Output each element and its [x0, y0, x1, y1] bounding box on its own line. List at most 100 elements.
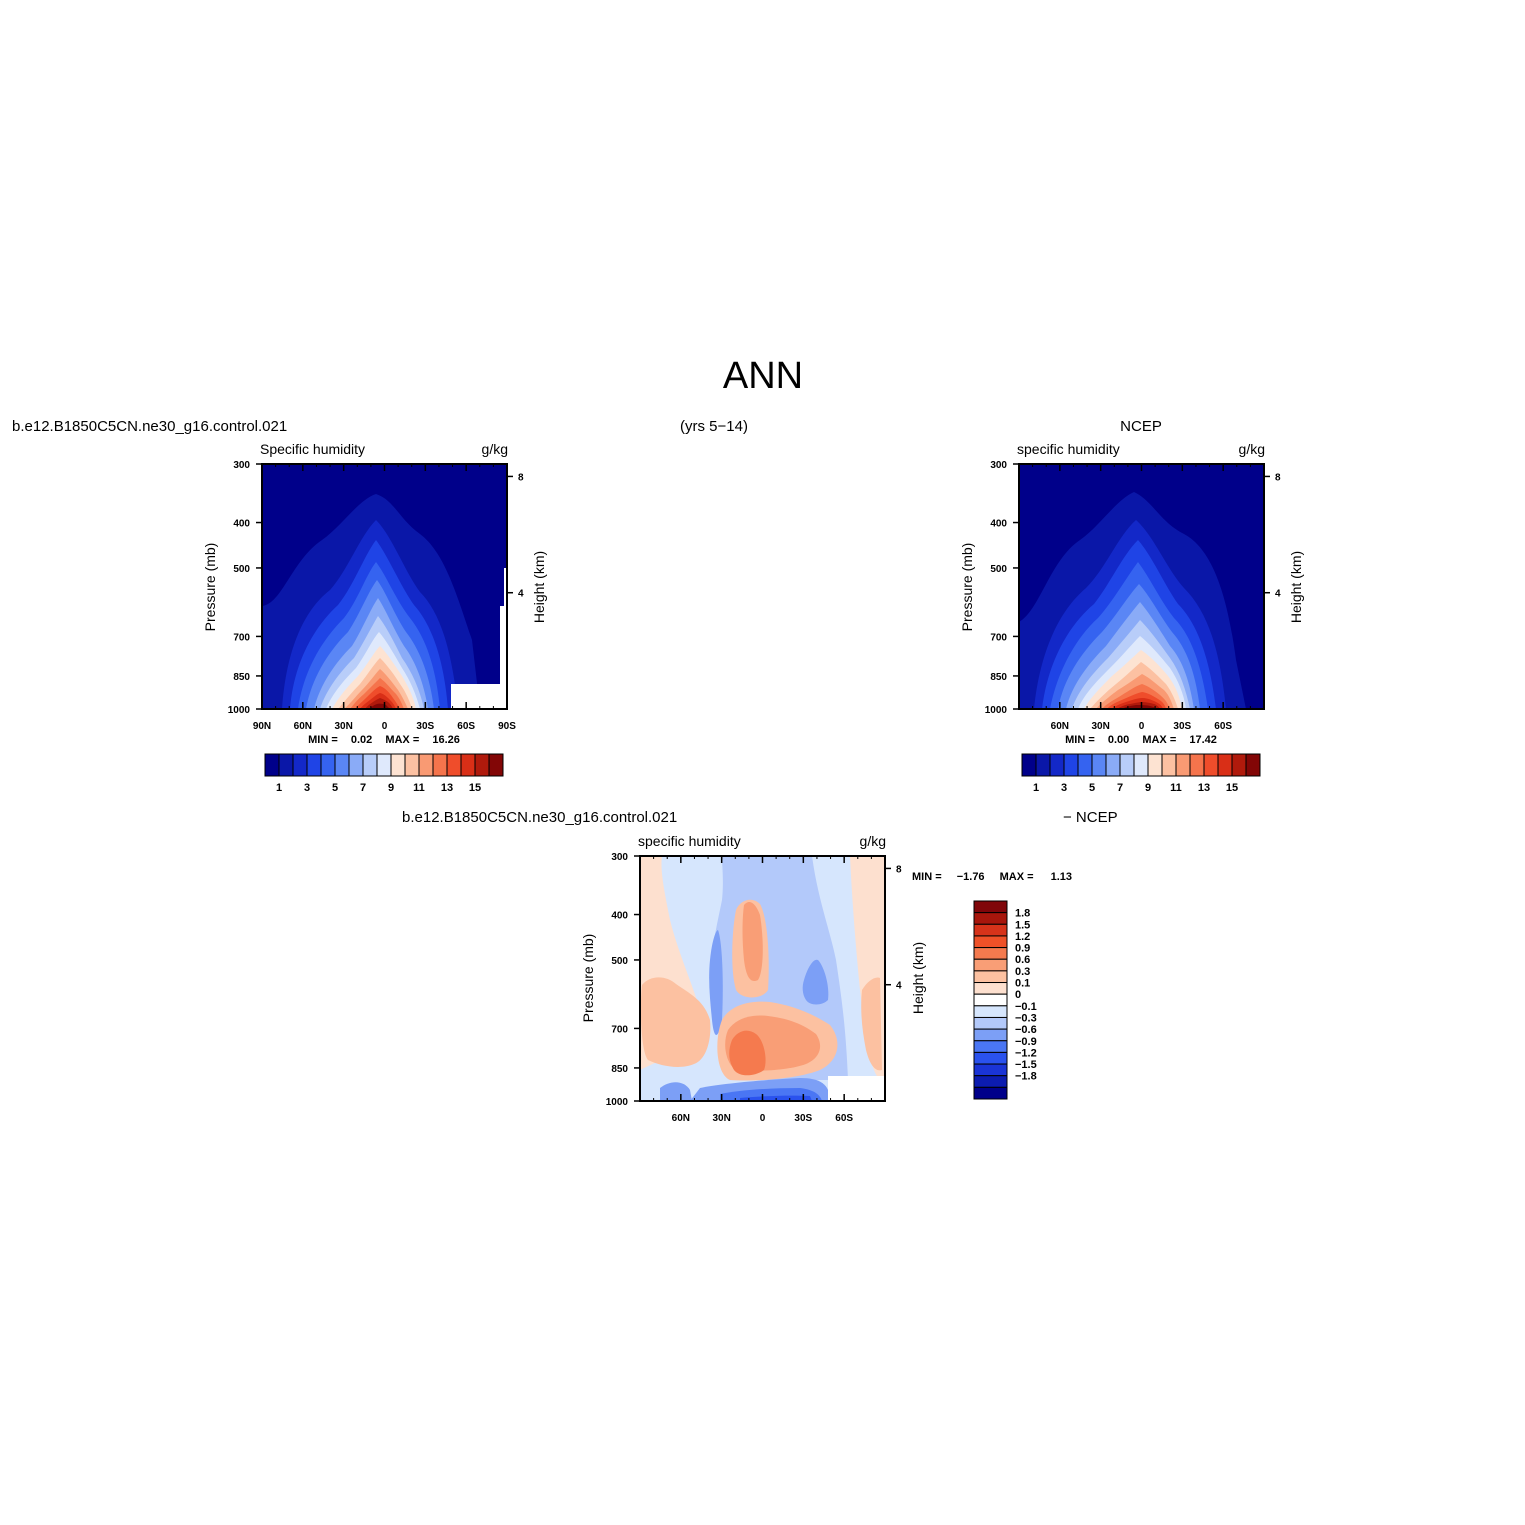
diff-colorbar-box [973, 912, 1008, 925]
obs-colorbar-box [1217, 753, 1233, 777]
diff-contour-warm-5 [729, 1030, 766, 1076]
obs-y-tick-label: 850 [990, 672, 1007, 683]
obs-colorbar-box [1245, 753, 1261, 777]
obs-plot-title: specific humidity [1017, 441, 1120, 457]
model-colorbar-box [320, 753, 336, 777]
diff-colorbar-label: 0.3 [1015, 966, 1030, 978]
diff-y-tick-label: 300 [611, 852, 628, 863]
model-plot-title: Specific humidity [260, 441, 365, 457]
diff-colorbar-box [973, 993, 1008, 1007]
obs-colorbar-box [1203, 753, 1219, 777]
obs-x-tick-label: 0 [1139, 721, 1145, 732]
obs-colorbar-box [1021, 753, 1037, 777]
obs-y-tick-label: 400 [990, 519, 1007, 530]
obs-max-label: MAX = [1142, 734, 1176, 746]
model-colorbar-box [376, 753, 392, 777]
obs-y-tick-label: 500 [990, 564, 1007, 575]
diff-contour-blue-1 [709, 930, 723, 1035]
diff-y2-tick-label: 4 [896, 981, 902, 992]
diff-x-tick-label: 0 [760, 1113, 766, 1124]
diff-colorbar-box [973, 970, 1008, 984]
diff-colorbar-label: 0.6 [1015, 954, 1030, 966]
model-colorbar-label: 7 [360, 782, 366, 794]
model-colorbar-label: 15 [469, 782, 481, 794]
diff-colorbar-box [973, 935, 1008, 949]
years-label: (yrs 5−14) [680, 418, 748, 435]
model-plot-units: g/kg [482, 441, 508, 457]
obs-colorbar: 1 3 5 7 9 11 13 15 [1021, 753, 1261, 794]
diff-colorbar-label: 0.9 [1015, 943, 1030, 955]
model-x-tick-label: 60S [457, 721, 475, 732]
obs-stats: MIN = 0.00 MAX = 17.42 [1065, 734, 1217, 746]
diff-colorbar-box [973, 923, 1008, 937]
obs-y-tick-label: 700 [990, 632, 1007, 643]
model-colorbar-box [278, 753, 294, 777]
obs-colorbar-box [1175, 753, 1191, 777]
diff-y-tick-label: 400 [611, 911, 628, 922]
diff-colorbar-label: 0 [1015, 989, 1021, 1001]
model-y-tick-label: 850 [233, 672, 250, 683]
obs-contours [1019, 464, 1264, 709]
obs-y2-tick-label: 8 [1275, 472, 1281, 483]
obs-y2-axis-label: Height (km) [1288, 551, 1304, 623]
diff-y2-axis-label: Height (km) [910, 942, 926, 1014]
obs-name-label: NCEP [1120, 418, 1162, 435]
diff-contours [640, 856, 885, 1101]
diff-contour-blue-bottom-left [660, 1082, 692, 1101]
diff-colorbar-box [973, 900, 1008, 914]
obs-colorbar-label: 7 [1117, 782, 1123, 794]
model-x-tick-label: 0 [382, 721, 388, 732]
obs-y-axis-label: Pressure (mb) [959, 543, 975, 632]
diff-x-tick-label: 60S [835, 1113, 853, 1124]
obs-colorbar-label: 9 [1145, 782, 1151, 794]
model-y2-tick-label: 8 [518, 472, 524, 483]
model-colorbar-label: 11 [413, 782, 425, 794]
diff-colorbar-label: −1.8 [1015, 1071, 1037, 1083]
diff-colorbar-label: −0.6 [1015, 1024, 1037, 1036]
diff-colorbar-box [973, 982, 1008, 995]
diff-plot-units: g/kg [860, 833, 886, 849]
diff-colorbar-box [973, 1086, 1008, 1100]
model-colorbar-label: 3 [304, 782, 310, 794]
model-colorbar-box [264, 753, 280, 777]
model-panel: Specific humidity g/kg Pressure (mb) Hei… [202, 441, 547, 794]
diff-x-tick-label: 60N [672, 1113, 690, 1124]
obs-x-tick-label: 60S [1214, 721, 1232, 732]
diff-missing-data-box [828, 1076, 885, 1101]
model-missing-data-box [451, 684, 507, 709]
obs-y2-tick-label: 4 [1275, 589, 1281, 600]
diff-plot-title: specific humidity [638, 833, 741, 849]
model-colorbar-box [362, 753, 378, 777]
obs-colorbar-box [1077, 753, 1093, 777]
model-colorbar: 1 3 5 7 9 11 13 15 [264, 753, 504, 794]
model-colorbar-box [306, 753, 322, 777]
obs-colorbar-box [1105, 753, 1121, 777]
obs-colorbar-label: 13 [1198, 782, 1210, 794]
model-colorbar-box [390, 753, 406, 777]
model-colorbar-label: 13 [441, 782, 453, 794]
model-max-value: 16.26 [432, 734, 460, 746]
diff-stats: MIN = −1.76 MAX = 1.13 [912, 871, 1072, 883]
model-x-tick-label: 90S [498, 721, 516, 732]
diff-max-value: 1.13 [1051, 871, 1072, 883]
obs-min-label: MIN = [1065, 734, 1095, 746]
obs-colorbar-box [1161, 753, 1177, 777]
model-colorbar-label: 5 [332, 782, 338, 794]
obs-x-tick-label: 30N [1091, 721, 1109, 732]
model-colorbar-box [334, 753, 350, 777]
obs-colorbar-label: 3 [1061, 782, 1067, 794]
diff-colorbar-box [973, 958, 1008, 972]
diff-colorbar-label: 1.8 [1015, 908, 1030, 920]
diff-colorbar-box [973, 1063, 1008, 1077]
diff-max-label: MAX = [1000, 871, 1034, 883]
diff-colorbar-label: 1.2 [1015, 931, 1030, 943]
diff-colorbar-label: 1.5 [1015, 919, 1030, 931]
diff-y-tick-label: 700 [611, 1024, 628, 1035]
model-colorbar-box [474, 753, 490, 777]
diff-colorbar: 1.81.51.20.90.60.30.10−0.1−0.3−0.6−0.9−1… [973, 900, 1037, 1100]
obs-colorbar-label: 5 [1089, 782, 1095, 794]
model-colorbar-box [348, 753, 364, 777]
model-y-tick-label: 500 [233, 564, 250, 575]
diff-colorbar-box [973, 1051, 1008, 1065]
